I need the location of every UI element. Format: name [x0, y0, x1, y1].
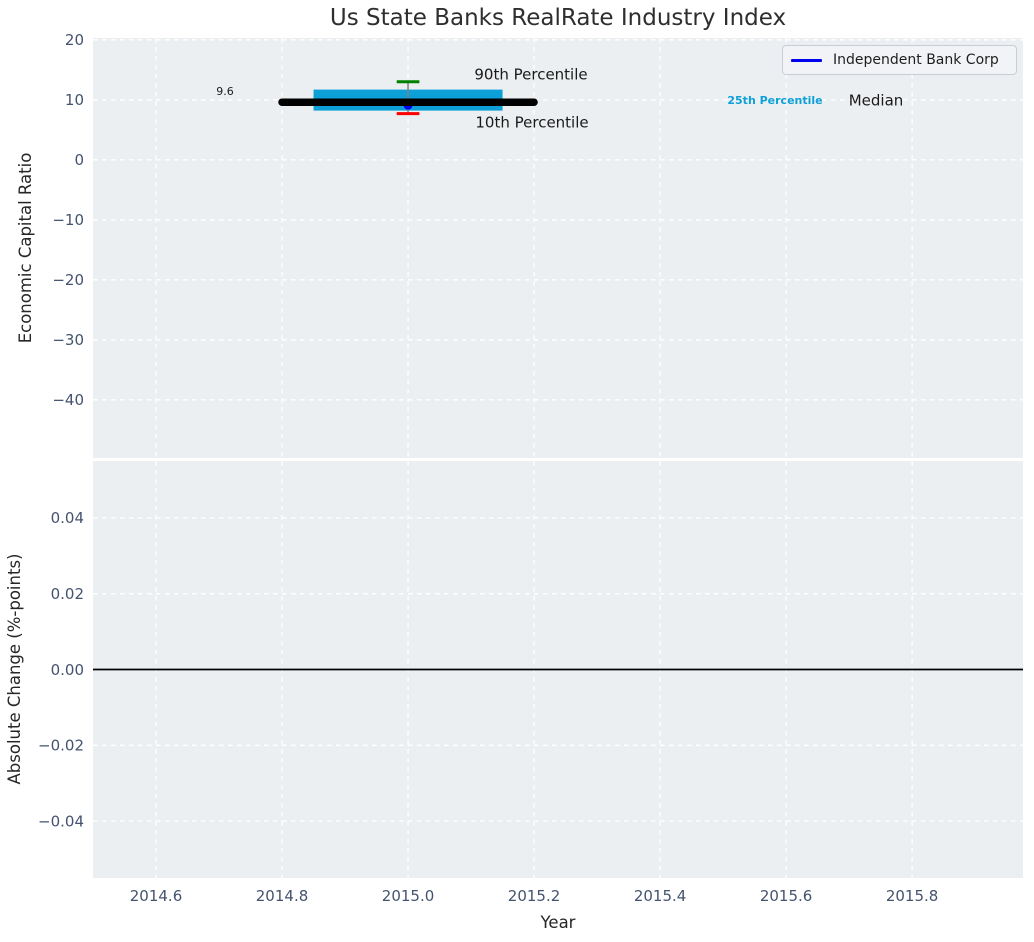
legend-label: Independent Bank Corp [833, 52, 999, 68]
x-axis-label: Year [540, 913, 576, 932]
tick-label-y-bottom: −0.04 [38, 812, 84, 830]
annotation-median-value: 9.6 [216, 85, 234, 98]
legend-line-sample [791, 58, 822, 62]
tick-label-y-bottom: 0.04 [51, 509, 84, 527]
tick-label-x: 2015.4 [634, 887, 687, 905]
tick-label-x: 2014.8 [256, 887, 309, 905]
tick-label-y-top: −20 [52, 271, 84, 289]
tick-label-y-top: 10 [65, 91, 84, 109]
tick-label-y-top: 20 [65, 31, 84, 49]
tick-label-y-top: −30 [52, 331, 84, 349]
tick-label-y-top: 0 [74, 151, 84, 169]
tick-label-x: 2015.2 [508, 887, 561, 905]
tick-label-x: 2014.6 [130, 887, 183, 905]
tick-label-y-bottom: −0.02 [38, 737, 84, 755]
tick-label-x: 2015.0 [382, 887, 435, 905]
tick-label-y-top: −40 [52, 391, 84, 409]
panel-bg-top [93, 38, 1023, 458]
y-axis-label-top: Economic Capital Ratio [16, 153, 35, 344]
tick-label-x: 2015.8 [886, 887, 939, 905]
tick-label-y-bottom: 0.02 [51, 585, 84, 603]
legend: Independent Bank Corp [782, 45, 1017, 75]
tick-label-y-top: −10 [52, 211, 84, 229]
annotation-p10-label: 10th Percentile [475, 113, 588, 131]
y-axis-label-bottom: Absolute Change (%-points) [5, 554, 24, 785]
annotation-p25-label: 25th Percentile [727, 94, 822, 107]
annotation-p90-label: 90th Percentile [474, 65, 587, 83]
tick-label-x: 2015.6 [760, 887, 813, 905]
tick-label-y-bottom: 0.00 [51, 661, 84, 679]
chart-title: Us State Banks RealRate Industry Index [329, 5, 787, 31]
annotation-median-label: Median [849, 91, 904, 109]
